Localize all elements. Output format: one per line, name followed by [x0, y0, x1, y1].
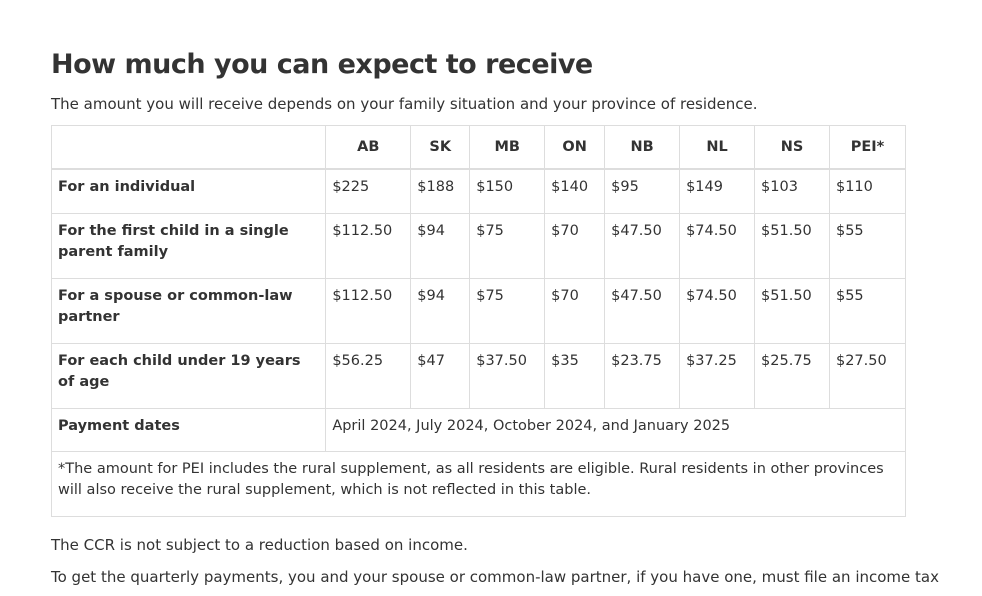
table-row: For a spouse or common-law partner $112.… [50, 278, 907, 344]
table-footnote: *The amount for PEI includes the rural s… [51, 451, 906, 517]
payment-dates-label: Payment dates [50, 408, 327, 452]
table-cell: $140 [544, 168, 606, 214]
row-label: For the first child in a single parent f… [50, 213, 327, 279]
header-cell-mb: MB [469, 125, 546, 170]
table-cell: $103 [754, 168, 830, 214]
table-cell: $112.50 [325, 278, 412, 344]
table-cell: $95 [604, 168, 681, 214]
table-header-row: AB SK MB ON NB NL NS PEI* [50, 125, 907, 170]
table-cell: $75 [469, 213, 546, 279]
row-label: For each child under 19 years of age [50, 343, 327, 409]
payment-amounts-table: AB SK MB ON NB NL NS PEI* For an individ… [50, 125, 907, 517]
intro-text: The amount you will receive depends on y… [51, 95, 758, 113]
table-cell: $47.50 [604, 213, 681, 279]
table-cell: $112.50 [325, 213, 412, 279]
table-cell: $35 [544, 343, 606, 409]
table-cell: $56.25 [325, 343, 412, 409]
payment-dates-row: Payment dates April 2024, July 2024, Oct… [50, 408, 906, 452]
table-cell: $110 [828, 168, 907, 214]
header-cell-ns: NS [754, 125, 830, 170]
table-cell: $37.50 [469, 343, 546, 409]
page-title: How much you can expect to receive [51, 49, 593, 80]
table-cell: $70 [544, 213, 606, 279]
row-label: For a spouse or common-law partner [50, 278, 327, 344]
table-cell: $25.75 [754, 343, 830, 409]
table-cell: $47 [410, 343, 471, 409]
header-cell-nb: NB [604, 125, 681, 170]
table-row: For an individual $225 $188 $150 $140 $9… [50, 168, 907, 214]
table-cell: $51.50 [754, 213, 830, 279]
table-cell: $27.50 [828, 343, 907, 409]
table-cell: $94 [410, 278, 471, 344]
table-cell: $55 [828, 213, 907, 279]
table-cell: $188 [410, 168, 471, 214]
table-cell: $94 [410, 213, 471, 279]
table-cell: $70 [544, 278, 606, 344]
table-cell: $149 [679, 168, 756, 214]
table-cell: $55 [828, 278, 907, 344]
table-row: For each child under 19 years of age $56… [50, 343, 907, 409]
header-cell-on: ON [544, 125, 606, 170]
table-cell: $37.25 [679, 343, 756, 409]
filing-requirement-paragraph: To get the quarterly payments, you and y… [51, 568, 939, 586]
row-label: For an individual [50, 168, 327, 214]
header-cell-empty [50, 125, 327, 170]
table-row: For the first child in a single parent f… [50, 213, 907, 279]
table-cell: $23.75 [604, 343, 681, 409]
table-cell: $225 [325, 168, 412, 214]
table-cell: $150 [469, 168, 546, 214]
header-cell-nl: NL [679, 125, 756, 170]
table-cell: $74.50 [679, 213, 756, 279]
table-cell: $74.50 [679, 278, 756, 344]
table-cell: $75 [469, 278, 546, 344]
header-cell-sk: SK [410, 125, 471, 170]
header-cell-pei: PEI* [828, 125, 907, 170]
table-cell: $51.50 [754, 278, 830, 344]
table-cell: $47.50 [604, 278, 681, 344]
income-note-paragraph: The CCR is not subject to a reduction ba… [51, 536, 468, 554]
footnote-row: *The amount for PEI includes the rural s… [51, 451, 906, 517]
payment-dates-value: April 2024, July 2024, October 2024, and… [325, 408, 906, 452]
header-cell-ab: AB [325, 125, 412, 170]
